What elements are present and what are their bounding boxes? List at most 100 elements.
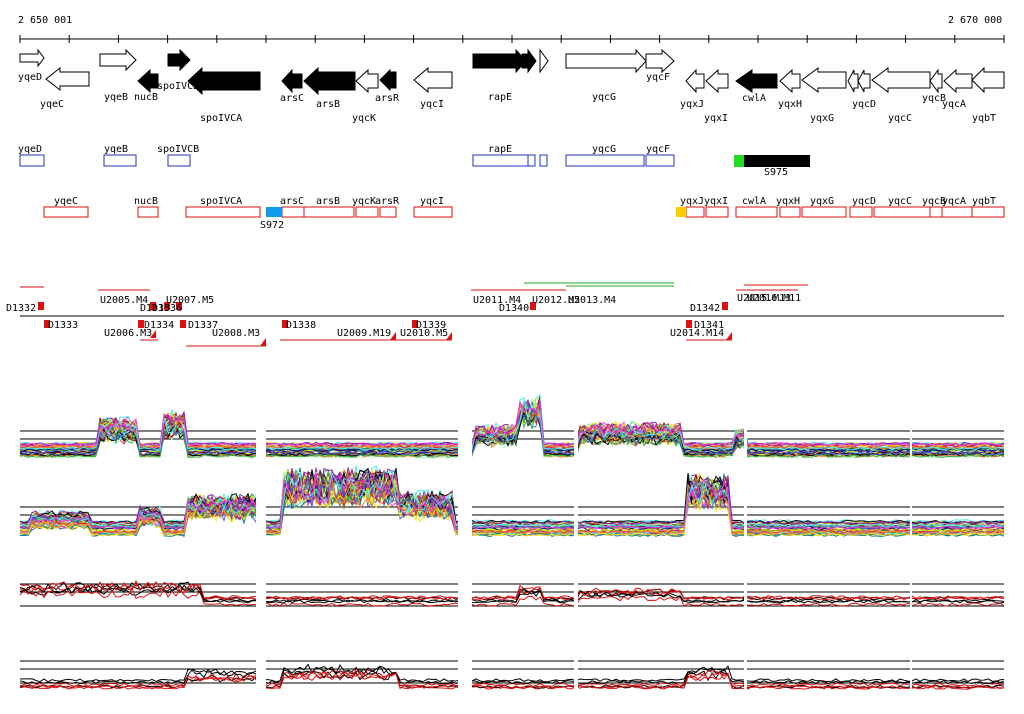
rev-box-yqbT[interactable] — [971, 206, 1005, 218]
gene-arrow-cwlA[interactable] — [735, 69, 778, 93]
gene-arrow-yqxJ[interactable] — [685, 68, 705, 94]
fwd-box-yqcF[interactable] — [645, 154, 675, 167]
tu-label-D1335: D1335 — [140, 303, 170, 314]
reverse-annotation-track — [43, 206, 1005, 218]
gene-arrow-yqcB[interactable] — [929, 68, 943, 94]
tu-label-U2006: U2006.M3 — [104, 328, 152, 339]
fwd-box-small[interactable] — [539, 154, 548, 167]
feature-s975[interactable] — [744, 155, 810, 167]
tu-label-D1342: D1342 — [690, 303, 720, 314]
gene-arrow-yqxH[interactable] — [779, 68, 801, 94]
gene-arrow-yqcK[interactable] — [355, 68, 379, 94]
tu-label-U2010: U2010.M5 — [400, 328, 448, 339]
rev-box-yqxG[interactable] — [801, 206, 847, 218]
gene-label-yqxH: yqxH — [778, 99, 802, 110]
gene-label-yqcA: yqcA — [942, 99, 966, 110]
gene-label-yqeC: yqeC — [40, 99, 64, 110]
gene-arrow-yqeC[interactable] — [45, 66, 90, 92]
gene-label-rapE: rapE — [488, 92, 512, 103]
gene-label-yqxI: yqxI — [704, 113, 728, 124]
rev-box-yqcI[interactable] — [413, 206, 453, 218]
rev-label-yqcD: yqcD — [852, 196, 876, 207]
gene-labels: yqeD yqeB nucB spoIVCB spoIVCA arsC arsB… — [18, 72, 996, 124]
gene-arrow-arsR[interactable] — [379, 68, 397, 92]
gene-label-yqcI: yqcI — [420, 99, 444, 110]
tu-label-D1334: D1334 — [144, 320, 174, 331]
fwd-box-spoIVCB[interactable] — [167, 154, 191, 167]
tu-label-U2015: U2015.M13 — [737, 293, 791, 304]
gene-label-yqxG: yqxG — [810, 113, 834, 124]
rev-label-yqcA: yqcA — [942, 196, 966, 207]
tu-label-U2011: U2011.M4 — [473, 295, 521, 306]
rev-box-yqcA[interactable] — [941, 206, 973, 218]
rev-box-yqxH[interactable] — [779, 206, 801, 218]
gene-arrow-yqeB[interactable] — [99, 48, 137, 72]
feature-s972-label: S972 — [260, 220, 284, 231]
gene-arrow-yqcD[interactable] — [847, 69, 859, 93]
fwd-box-rapE[interactable] — [472, 154, 536, 167]
gene-arrow-arsC[interactable] — [281, 68, 303, 94]
rev-box-yqeC[interactable] — [43, 206, 89, 218]
rev-box-nucB[interactable] — [137, 206, 159, 218]
gene-arrow-yqcF[interactable] — [645, 48, 675, 74]
tu-label-U2008: U2008.M3 — [212, 328, 260, 339]
reverse-box-labels: yqeC nucB spoIVCA arsC arsB yqcK arsR yq… — [54, 196, 996, 207]
feature-s975-start[interactable] — [734, 155, 744, 167]
rev-box-arsB[interactable] — [303, 206, 355, 218]
tu-label-U2014: U2014.M14 — [670, 328, 724, 339]
gene-arrow-yqbT[interactable] — [971, 66, 1005, 94]
gene-label-yqcG: yqcG — [592, 92, 616, 103]
rev-label-yqeC: yqeC — [54, 196, 78, 207]
fwd-box-yqeB[interactable] — [103, 154, 137, 167]
gene-arrow-yqxG[interactable] — [801, 67, 847, 93]
rev-box-yqcD[interactable] — [849, 206, 873, 218]
expression-panel-3 — [19, 579, 1005, 607]
fwd-box-yqeD[interactable] — [19, 154, 45, 167]
rev-label-yqxH: yqxH — [776, 196, 800, 207]
gene-arrow-rapE[interactable] — [472, 48, 527, 74]
gene-arrow-yqeD[interactable] — [19, 48, 45, 68]
feature-yqxJ-marker[interactable] — [676, 207, 686, 217]
tu-label-D1339: D1339 — [416, 320, 446, 331]
rev-box-yqcC[interactable] — [873, 206, 931, 218]
gene-arrow-yqcG[interactable] — [565, 48, 647, 74]
rev-box-arsR[interactable] — [379, 206, 397, 218]
fwd-label-yqeD: yqeD — [18, 144, 42, 155]
rev-box-yqcK[interactable] — [355, 206, 379, 218]
gene-label-nucB: nucB — [134, 92, 158, 103]
gene-label-yqbT: yqbT — [972, 113, 996, 124]
coordinate-ruler: 2 650 001 2 670 000 — [18, 15, 1005, 43]
gene-arrow-yqcI[interactable] — [413, 66, 453, 94]
gene-arrow-yqxI[interactable] — [705, 68, 729, 94]
gene-arrow-nucB[interactable] — [137, 68, 159, 94]
rev-box-yqxJ[interactable] — [685, 206, 705, 218]
forward-annotation-track — [19, 154, 675, 167]
rev-box-yqcB[interactable] — [929, 206, 943, 218]
gene-arrow-yqcD-b — [857, 69, 871, 93]
rev-box-spoIVCA[interactable] — [185, 206, 261, 218]
feature-s972[interactable] — [266, 207, 282, 217]
tu-label-D1340: D1340 — [499, 303, 529, 314]
rev-label-yqcI: yqcI — [420, 196, 444, 207]
rev-box-yqxI[interactable] — [705, 206, 729, 218]
gene-arrow-yqcA[interactable] — [943, 68, 973, 94]
fwd-label-yqcF: yqcF — [646, 144, 670, 155]
expression-panel-1 — [19, 393, 1005, 459]
gene-arrow-yqcC[interactable] — [871, 67, 931, 93]
gene-label-spoIVCB: spoIVCB — [157, 81, 199, 92]
rev-label-arsR: arsR — [375, 196, 400, 207]
tu-label-U2009: U2009.M19 — [337, 328, 391, 339]
gene-label-arsC: arsC — [280, 93, 304, 104]
gene-arrow-spoIVCB[interactable] — [167, 48, 191, 72]
rev-box-cwlA[interactable] — [735, 206, 778, 218]
ruler-end-label: 2 670 000 — [948, 15, 1002, 26]
fwd-box-yqcG[interactable] — [565, 154, 645, 167]
forward-box-labels: yqeD yqeB spoIVCB rapE yqcG yqcF — [18, 144, 670, 155]
rev-box-arsC[interactable] — [281, 206, 305, 218]
gene-arrow-arsB[interactable] — [303, 66, 356, 96]
gene-arrow-spoIVCA[interactable] — [187, 66, 261, 96]
feature-s975-label: S975 — [764, 167, 788, 178]
gene-label-yqcC: yqcC — [888, 113, 912, 124]
rev-label-yqxJ: yqxJ — [680, 196, 704, 207]
